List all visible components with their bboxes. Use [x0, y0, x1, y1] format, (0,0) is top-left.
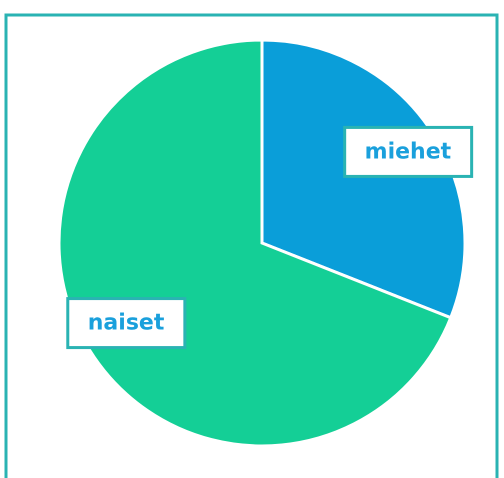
- slice-label: naiset: [88, 311, 165, 336]
- label-box: [66, 297, 187, 350]
- label-box: [343, 125, 474, 178]
- slice-label: miehet: [365, 139, 452, 164]
- frame: [4, 13, 499, 478]
